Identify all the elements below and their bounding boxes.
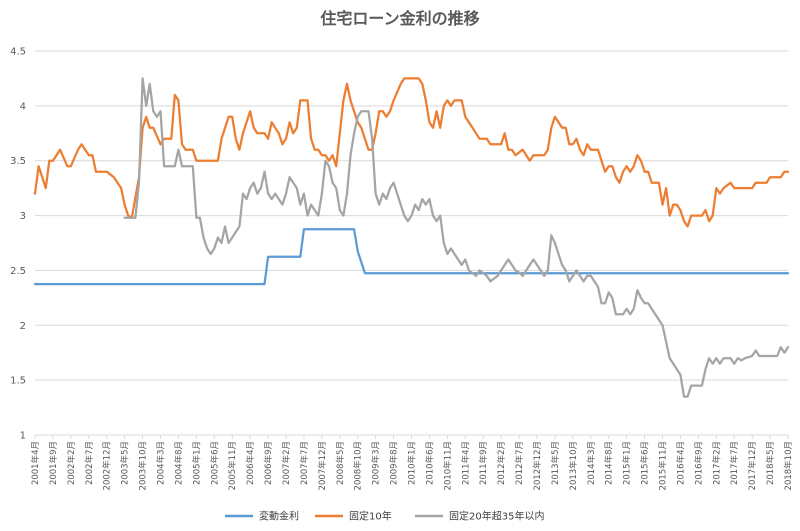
- x-tick-label: 2007年2月: [281, 441, 292, 485]
- y-tick-label: 4: [20, 101, 26, 112]
- x-tick-label: 2011年9月: [478, 441, 489, 485]
- y-tick-label: 1: [20, 431, 26, 442]
- x-tick-label: 2003年5月: [120, 441, 131, 485]
- series-lines: [33, 77, 790, 398]
- x-tick-label: 2016年9月: [693, 441, 704, 485]
- x-tick-label: 2005年6月: [209, 441, 220, 485]
- x-tick-label: 2015年11月: [658, 441, 669, 490]
- series-line-1: [33, 77, 790, 228]
- x-tick-label: 2012年12月: [532, 441, 543, 490]
- x-tick-label: 2012年7月: [514, 441, 525, 485]
- x-tick-label: 2008年10月: [353, 441, 364, 490]
- x-tick-label: 2002年2月: [66, 441, 77, 485]
- x-tick-label: 2015年1月: [622, 441, 633, 485]
- x-tick-label: 2002年7月: [84, 441, 95, 485]
- x-tick-label: 2011年4月: [460, 441, 471, 485]
- y-tick-label: 4.5: [10, 47, 26, 58]
- y-tick-label: 1.5: [10, 376, 26, 387]
- legend-item: 変動金利: [225, 510, 299, 523]
- x-tick-label: 2018年10月: [783, 441, 794, 490]
- y-tick-label: 2: [20, 321, 26, 332]
- x-tick-label: 2017年2月: [711, 441, 722, 485]
- chart-title: 住宅ローン金利の推移: [320, 9, 479, 28]
- x-tick-label: 2016年4月: [675, 441, 686, 485]
- legend-label: 固定20年超35年以内: [449, 510, 544, 523]
- x-tick-label: 2005年1月: [191, 441, 202, 485]
- x-tick-label: 2017年7月: [729, 441, 740, 485]
- x-tick-label: 2005年11月: [227, 441, 238, 490]
- x-tick-label: 2014年8月: [604, 441, 615, 485]
- legend-label: 変動金利: [259, 510, 299, 523]
- legend: 変動金利 固定10年 固定20年超35年以内: [225, 510, 544, 523]
- legend-label: 固定10年: [349, 510, 392, 523]
- x-tick-label: 2010年11月: [442, 441, 453, 490]
- x-tick-label: 2007年7月: [299, 441, 310, 485]
- x-tick-label: 2015年6月: [640, 441, 651, 485]
- x-tick-label: 2001年4月: [30, 441, 41, 485]
- x-tick-label: 2009年3月: [371, 441, 382, 485]
- x-tick-label: 2018年5月: [765, 441, 776, 485]
- x-tick-label: 2001年9月: [48, 441, 59, 485]
- series-line-2: [123, 77, 790, 398]
- legend-item: 固定10年: [315, 510, 392, 523]
- y-tick-label: 2.5: [10, 266, 26, 277]
- x-tick-label: 2002年12月: [102, 441, 113, 490]
- y-tick-label: 3: [20, 211, 26, 222]
- x-tick-label: 2007年12月: [317, 441, 328, 490]
- x-tick-label: 2017年12月: [747, 441, 758, 490]
- legend-item: 固定20年超35年以内: [415, 510, 544, 523]
- x-tick-label: 2004年8月: [173, 441, 184, 485]
- x-tick-label: 2004年3月: [156, 441, 167, 485]
- series-line-0: [33, 228, 790, 286]
- x-tick-label: 2013年5月: [550, 441, 561, 485]
- x-tick-label: 2010年6月: [424, 441, 435, 485]
- x-tick-label: 2009年8月: [389, 441, 400, 485]
- x-tick-label: 2012年2月: [496, 441, 507, 485]
- y-axis-ticks: 1 1.5 2 2.5 3 3.5 4 4.5: [10, 47, 26, 442]
- x-tick-label: 2003年10月: [138, 441, 149, 490]
- gridlines: [35, 50, 788, 436]
- x-tick-label: 2006年9月: [263, 441, 274, 485]
- y-tick-label: 3.5: [10, 156, 26, 167]
- x-axis-ticks: 2001年4月 2001年9月 2002年2月 2002年7月 2002年12月 2003…: [30, 435, 794, 490]
- x-tick-label: 2008年5月: [335, 441, 346, 485]
- x-tick-label: 2014年3月: [586, 441, 597, 485]
- x-tick-label: 2006年4月: [245, 441, 256, 485]
- x-tick-label: 2013年10月: [568, 441, 579, 490]
- x-tick-label: 2010年1月: [407, 441, 418, 485]
